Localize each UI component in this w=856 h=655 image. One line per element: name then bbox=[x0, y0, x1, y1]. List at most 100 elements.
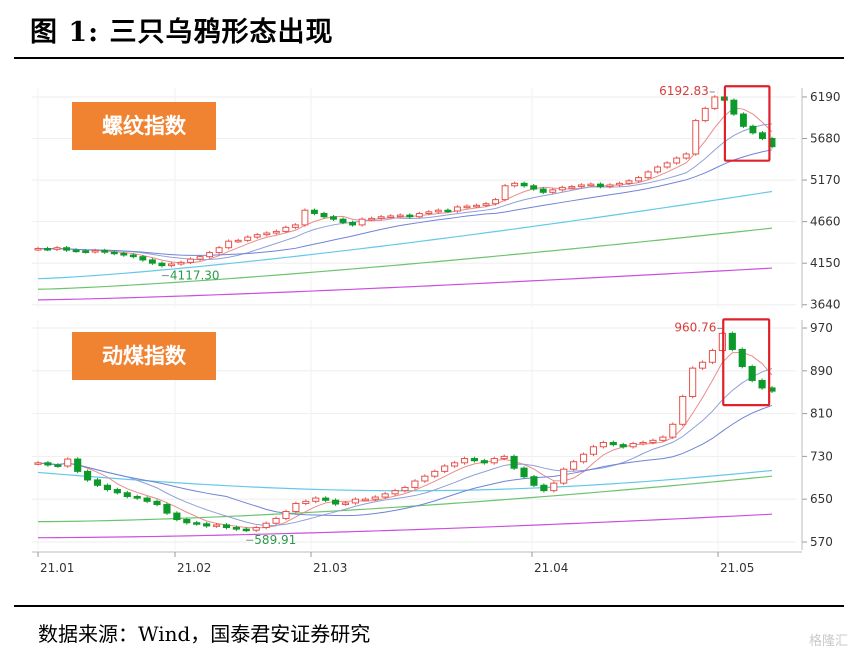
candle-body bbox=[139, 256, 147, 261]
candle-body bbox=[212, 524, 221, 527]
candle-body bbox=[93, 479, 102, 486]
candle-body bbox=[749, 125, 757, 134]
candle-body bbox=[53, 247, 61, 250]
candle-body bbox=[625, 180, 633, 184]
x-tick-label: 21.05 bbox=[720, 561, 754, 575]
candle-body bbox=[596, 183, 604, 188]
top-rule bbox=[14, 57, 844, 59]
candle-body bbox=[301, 209, 309, 226]
candle-body bbox=[679, 395, 687, 425]
candle-body bbox=[129, 254, 137, 258]
candle-body bbox=[599, 441, 607, 448]
candle-body bbox=[738, 348, 746, 368]
candle-body bbox=[730, 99, 738, 115]
moving-average-line bbox=[37, 475, 773, 523]
y-tick-label: 570 bbox=[810, 535, 833, 549]
candle-body bbox=[739, 113, 747, 127]
candle-body bbox=[540, 484, 548, 492]
candle-body bbox=[758, 379, 766, 389]
candle-body bbox=[616, 182, 623, 186]
candle-body bbox=[272, 517, 280, 524]
candle-body bbox=[368, 217, 376, 221]
candle-body bbox=[649, 439, 657, 443]
x-tick-label: 21.01 bbox=[40, 561, 74, 575]
candle-body bbox=[320, 212, 328, 218]
candle-body bbox=[406, 214, 414, 218]
candle-body bbox=[263, 232, 271, 236]
candle-body bbox=[158, 262, 166, 267]
y-tick-label: 5170 bbox=[810, 173, 841, 187]
source-note: 数据来源：Wind，国泰君安证券研究 bbox=[38, 622, 371, 646]
candle-body bbox=[177, 261, 185, 265]
candle-body bbox=[110, 251, 118, 255]
candle-body bbox=[371, 496, 379, 500]
candle-body bbox=[539, 188, 547, 193]
candle-body bbox=[187, 258, 194, 263]
candle-body bbox=[215, 247, 223, 254]
candle-body bbox=[331, 499, 340, 505]
bottom-rule bbox=[14, 605, 844, 607]
candle-body bbox=[480, 460, 488, 464]
candle-body bbox=[34, 462, 42, 465]
thermal-coal-index-panel: 970 890 810 730 650 570 960.76 589.91 动煤指数 bbox=[32, 318, 833, 550]
candle-body bbox=[669, 423, 677, 438]
index-name-label-box bbox=[72, 332, 216, 380]
candle-body bbox=[692, 120, 700, 155]
candle-body bbox=[183, 519, 191, 524]
candle-body bbox=[64, 458, 72, 467]
candle-body bbox=[659, 436, 667, 441]
candle-body bbox=[91, 250, 99, 253]
x-axis: 21.01 21.02 21.03 21.04 21.05 bbox=[32, 551, 802, 575]
candle-body bbox=[682, 153, 690, 159]
candle-body bbox=[84, 470, 92, 481]
candle-body bbox=[302, 500, 310, 504]
candle-body bbox=[244, 236, 252, 241]
candle-body bbox=[330, 216, 337, 220]
candle-body bbox=[291, 224, 299, 228]
candle-body bbox=[232, 527, 240, 530]
index-name-label: 动煤指数 bbox=[102, 344, 187, 368]
moving-average-line bbox=[37, 190, 773, 280]
candle-body bbox=[579, 453, 588, 463]
y-tick-label: 3640 bbox=[810, 298, 841, 312]
candle-body bbox=[689, 367, 697, 397]
candle-body bbox=[196, 256, 204, 260]
candle-body bbox=[377, 216, 385, 219]
moving-average-line bbox=[37, 513, 773, 539]
candle-body bbox=[72, 249, 80, 253]
candle-body bbox=[549, 189, 557, 193]
candle-body bbox=[441, 465, 449, 472]
candle-body bbox=[530, 185, 538, 190]
moving-average-line bbox=[37, 149, 773, 256]
x-tick-label: 21.03 bbox=[313, 561, 347, 575]
candle-body bbox=[470, 458, 479, 462]
y-tick-label: 730 bbox=[810, 449, 833, 463]
candle-body bbox=[262, 522, 270, 529]
candle-body bbox=[252, 527, 260, 531]
candle-body bbox=[253, 234, 261, 238]
chart-area: 6190 5680 5170 4660 4150 3640 6192.83 4117.30 螺纹… bbox=[14, 80, 844, 595]
candle-body bbox=[34, 248, 42, 251]
candle-body bbox=[500, 455, 508, 460]
candle-body bbox=[282, 510, 290, 519]
candle-body bbox=[101, 250, 109, 253]
candle-body bbox=[361, 498, 369, 502]
candle-body bbox=[123, 492, 131, 498]
candle-body bbox=[587, 183, 595, 187]
candle-body bbox=[222, 524, 231, 529]
y-tick-label: 890 bbox=[810, 364, 833, 378]
candle-body bbox=[520, 182, 528, 187]
candle-body bbox=[349, 221, 357, 226]
candle-body bbox=[387, 215, 395, 218]
candle-body bbox=[341, 502, 350, 505]
candle-body bbox=[609, 441, 617, 446]
candle-body bbox=[113, 489, 121, 494]
candle-body bbox=[644, 171, 652, 179]
candle-body bbox=[701, 107, 709, 122]
candle-body bbox=[358, 218, 366, 226]
candle-body bbox=[133, 496, 141, 499]
candle-body bbox=[153, 500, 161, 506]
three-crows-highlight-box bbox=[722, 318, 771, 407]
candle-body bbox=[401, 486, 409, 492]
candle-body bbox=[463, 205, 471, 209]
